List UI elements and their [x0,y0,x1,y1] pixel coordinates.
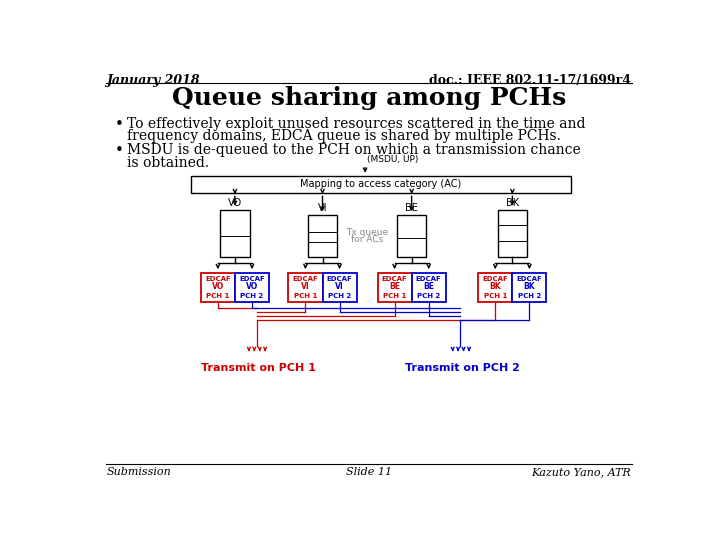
Text: EDCAF: EDCAF [516,275,542,281]
Text: for ACs: for ACs [351,235,383,244]
Text: PCH 2: PCH 2 [328,293,351,299]
Bar [235,273,269,302]
Bar [307,215,337,257]
Text: PCH 1: PCH 1 [294,293,317,299]
Text: MSDU is de-queued to the PCH on which a transmission chance: MSDU is de-queued to the PCH on which a … [127,143,581,157]
Text: January 2018: January 2018 [107,74,201,87]
Text: BK: BK [523,282,535,291]
Bar [513,273,546,302]
Text: Transmit on PCH 2: Transmit on PCH 2 [405,363,519,373]
Text: VO: VO [228,198,242,208]
Text: PCH 2: PCH 2 [240,293,264,299]
Text: is obtained.: is obtained. [127,156,210,170]
Text: VO: VO [212,282,224,291]
Text: EDCAF: EDCAF [416,275,441,281]
Text: VI: VI [336,282,344,291]
Text: frequency domains, EDCA queue is shared by multiple PCHs.: frequency domains, EDCA queue is shared … [127,130,561,144]
Text: Mapping to access category (AC): Mapping to access category (AC) [300,179,462,189]
Text: VO: VO [246,282,258,291]
Text: BE: BE [423,282,434,291]
Bar [397,215,426,257]
Text: PCH 1: PCH 1 [206,293,230,299]
Text: Slide 11: Slide 11 [346,467,392,477]
Text: EDCAF: EDCAF [327,275,352,281]
Text: Tx queue: Tx queue [346,228,388,237]
Bar [478,273,513,302]
Text: BK: BK [490,282,501,291]
Text: PCH 2: PCH 2 [417,293,441,299]
Text: PCH 2: PCH 2 [518,293,541,299]
Text: BK: BK [506,198,519,208]
Text: EDCAF: EDCAF [482,275,508,281]
Text: EDCAF: EDCAF [292,275,318,281]
Text: EDCAF: EDCAF [205,275,230,281]
Text: BE: BE [405,204,418,213]
Bar [412,273,446,302]
Text: Kazuto Yano, ATR: Kazuto Yano, ATR [531,467,631,477]
Text: BE: BE [389,282,400,291]
Text: Queue sharing among PCHs: Queue sharing among PCHs [172,86,566,110]
Text: VI: VI [301,282,310,291]
Text: doc.: IEEE 802.11-17/1699r4: doc.: IEEE 802.11-17/1699r4 [429,74,631,87]
Text: Transmit on PCH 1: Transmit on PCH 1 [201,363,315,373]
Text: •: • [114,117,124,132]
Bar [289,273,323,302]
Text: •: • [114,143,124,158]
Text: EDCAF: EDCAF [239,275,265,281]
Text: PCH 1: PCH 1 [484,293,507,299]
Bar [201,273,235,302]
Text: To effectively exploit unused resources scattered in the time and: To effectively exploit unused resources … [127,117,585,131]
Bar [220,210,250,257]
Text: VI: VI [318,204,328,213]
Bar [323,273,356,302]
Bar [377,273,412,302]
Bar [498,210,527,257]
Text: Submission: Submission [107,467,172,477]
Text: (MSDU, UP): (MSDU, UP) [367,155,419,164]
Text: PCH 1: PCH 1 [383,293,406,299]
Text: EDCAF: EDCAF [382,275,408,281]
Bar [191,176,570,193]
